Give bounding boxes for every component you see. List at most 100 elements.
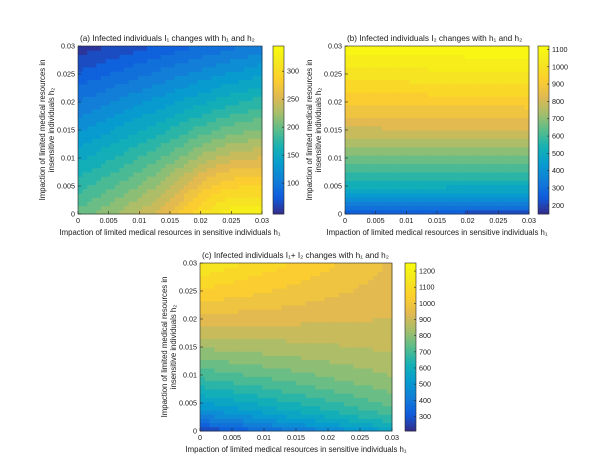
contour-cell [382,389,388,394]
chart-panel-c: 0 0.005 0.01 0.015 0.02 0.025 0.0300.0050.010.… [160,251,435,454]
contour-cell [363,134,369,139]
contour-cell [248,267,254,272]
contour-cell [492,92,498,97]
contour-cell [339,355,345,361]
contour-cell [142,180,148,186]
contour-cell [214,305,220,310]
contour-cell [496,71,502,76]
contour-cell [234,92,240,97]
contour-cell [193,104,199,110]
contour-cell [170,50,176,55]
contour-cell [252,351,259,356]
contour-cell [400,180,406,186]
contour-cell [234,138,240,144]
colorbar-segment [273,186,284,190]
contour-cell [510,113,516,118]
x-tick-label: 0.015 [161,216,179,225]
contour-cell [219,292,225,298]
contour-cell [437,79,443,85]
contour-cell [105,79,111,85]
contour-cell [437,92,443,97]
contour-cell [257,205,263,211]
contour-cell [464,172,470,177]
contour-cell [229,96,235,102]
contour-cell [216,88,222,93]
contour-cell [515,100,521,106]
colorbar-segment [538,124,549,128]
contour-cell [119,75,125,81]
contour-cell [354,163,360,169]
contour-cell [133,151,139,156]
contour-cell [296,397,302,403]
contour-cell [409,134,415,139]
contour-cell [229,188,235,194]
contour-cell [382,384,388,390]
contour-cell [257,50,263,55]
contour-cell [128,180,134,186]
contour-cell [423,146,429,152]
contour-cell [387,384,393,390]
contour-cell [238,288,244,293]
contour-cell [137,151,143,156]
contour-cell [423,96,429,102]
contour-cell [334,410,340,415]
contour-cell [128,58,134,64]
contour-cell [441,146,447,152]
contour-cell [519,138,525,144]
contour-cell [286,271,292,277]
contour-cell [310,384,316,390]
contour-cell [400,159,406,165]
contour-cell [404,180,410,186]
contour-cell [128,109,134,114]
contour-cell [469,193,475,198]
contour-cell [455,109,461,114]
contour-cell [344,368,350,373]
contour-cell [464,58,470,64]
contour-cell [345,167,351,173]
contour-cell [229,75,235,81]
contour-cell [432,134,438,139]
contour-cell [160,71,166,76]
contour-cell [216,180,222,186]
colorbar-segment [273,121,284,125]
contour-cell [460,151,466,156]
contour-cell [257,288,263,293]
contour-cell [267,351,273,356]
contour-cell [291,368,297,373]
colorbar-segment [273,135,284,139]
contour-cell [267,326,273,331]
contour-cell [492,75,498,81]
contour-cell [248,62,254,68]
contour-cell [349,209,355,215]
contour-cell [200,372,206,377]
contour-cell [345,121,351,127]
contour-cell [262,338,268,344]
contour-cell [460,176,466,181]
contour-cell [238,330,244,335]
contour-cell [478,188,484,194]
contour-cell [345,205,351,211]
contour-cell [214,317,220,323]
contour-cell [262,422,268,428]
contour-cell [524,134,530,139]
contour-cell [387,422,393,428]
contour-cell [124,180,130,186]
contour-cell [248,313,254,319]
contour-cell [496,96,502,102]
contour-cell [387,426,393,432]
contour-cell [276,342,283,348]
contour-cell [160,50,166,55]
contour-cell [515,54,521,60]
contour-cell [200,359,206,365]
colorbar-segment [538,79,549,83]
contour-cell [515,167,521,173]
contour-cell [348,275,355,281]
contour-cell [214,342,220,348]
contour-cell [204,275,211,281]
contour-cell [276,410,283,415]
contour-cell [460,67,466,72]
contour-cell [441,62,447,68]
contour-cell [441,58,447,64]
contour-cell [320,284,326,289]
